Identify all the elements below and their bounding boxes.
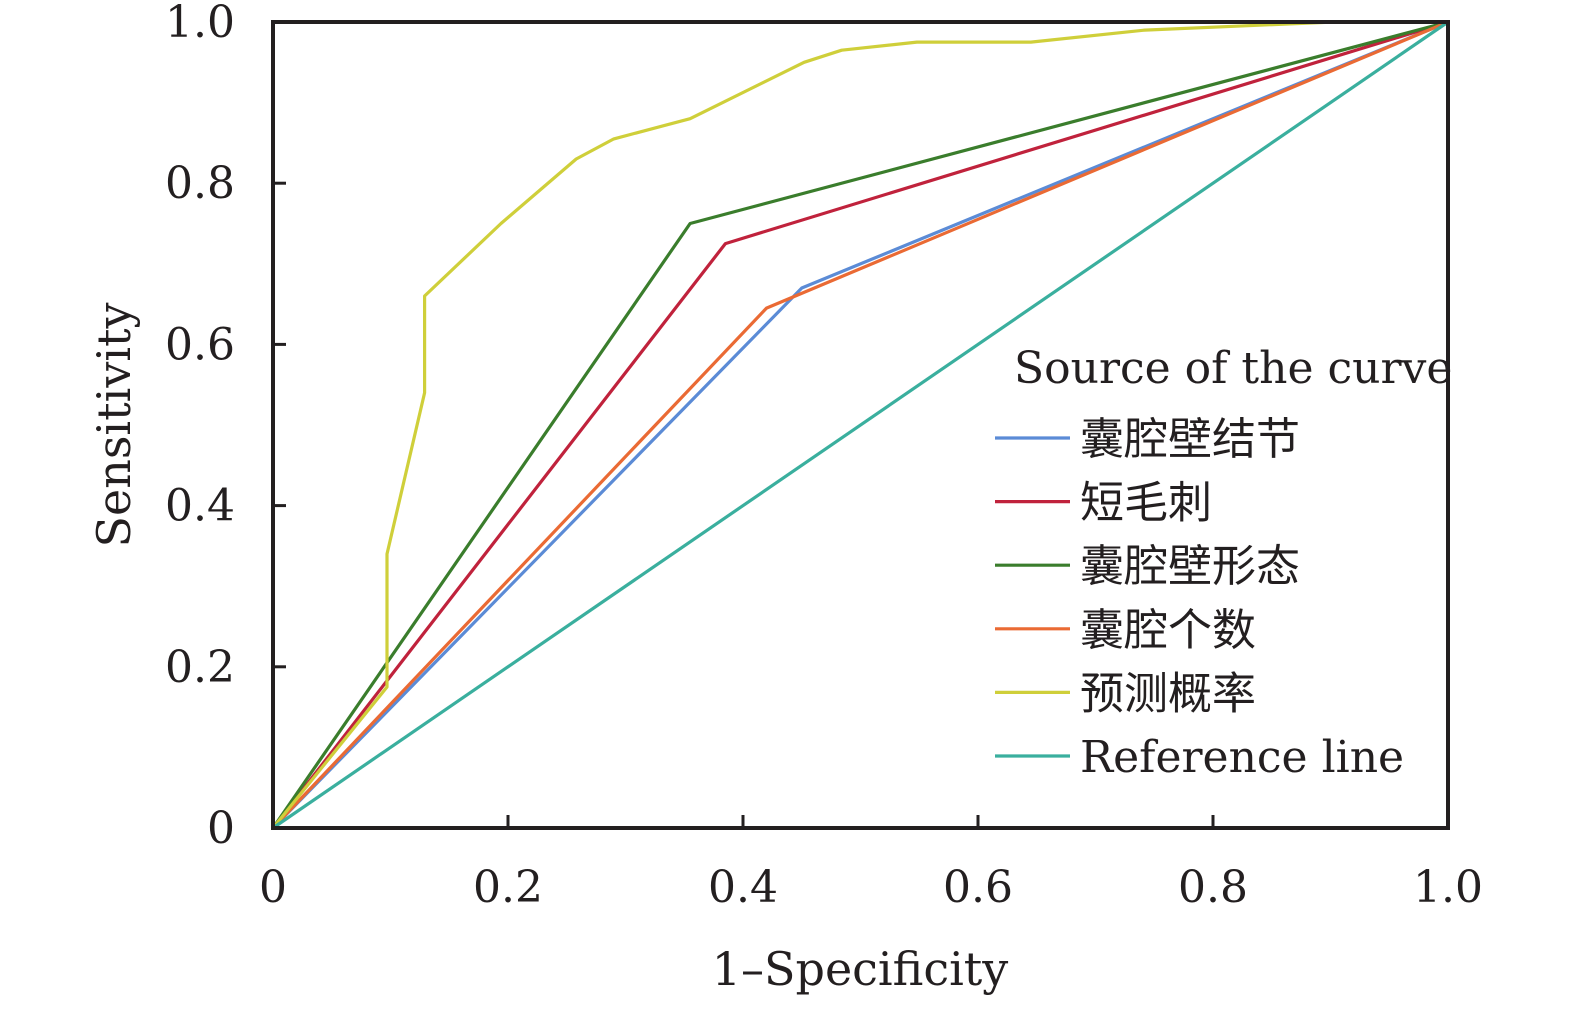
legend-label-1: 囊腔壁结节 — [1080, 414, 1300, 465]
plot-frame — [271, 20, 1450, 830]
legend-label-3: 囊腔壁形态 — [1080, 541, 1300, 592]
legend-title: Source of the curve — [1014, 343, 1452, 394]
legend: Source of the curve 囊腔壁结节短毛刺囊腔壁形态囊腔个数预测概… — [995, 343, 1452, 783]
x-tick-label: 0.2 — [473, 862, 543, 913]
x-tick-label: 0.6 — [943, 862, 1013, 913]
series-line-3 — [271, 20, 1449, 829]
legend-label-2: 短毛刺 — [1080, 478, 1212, 529]
series-line-5 — [271, 20, 1448, 830]
x-tick-label: 0.4 — [708, 862, 778, 913]
y-tick-label: 1.0 — [165, 0, 235, 48]
series-line-4 — [271, 20, 1449, 830]
series-line-1 — [271, 20, 1449, 830]
legend-label-6: Reference line — [1080, 732, 1404, 783]
y-tick-label: 0.8 — [165, 158, 235, 209]
y-tick-label: 0.6 — [165, 319, 235, 370]
series-line-2 — [271, 20, 1449, 829]
x-tick-label: 0.8 — [1178, 862, 1248, 913]
x-tick-label: 1.0 — [1413, 862, 1483, 913]
ticks-layer: 0 0.2 0.4 0.6 0.8 1.0 0 0.2 0.4 0.6 0.8 1.0 — [165, 0, 1483, 913]
series-line-6 — [272, 20, 1449, 830]
series-layer — [271, 20, 1449, 830]
y-tick-label: 0.4 — [165, 481, 235, 532]
y-tick-label: 0 — [207, 803, 235, 854]
legend-label-5: 预测概率 — [1080, 668, 1256, 719]
y-axis-label: Sensitivity — [87, 302, 141, 547]
x-tick-label: 0 — [259, 862, 287, 913]
legend-label-4: 囊腔个数 — [1080, 605, 1256, 656]
x-axis-label: 1–Specificity — [712, 942, 1009, 996]
y-tick-label: 0.2 — [165, 642, 235, 693]
